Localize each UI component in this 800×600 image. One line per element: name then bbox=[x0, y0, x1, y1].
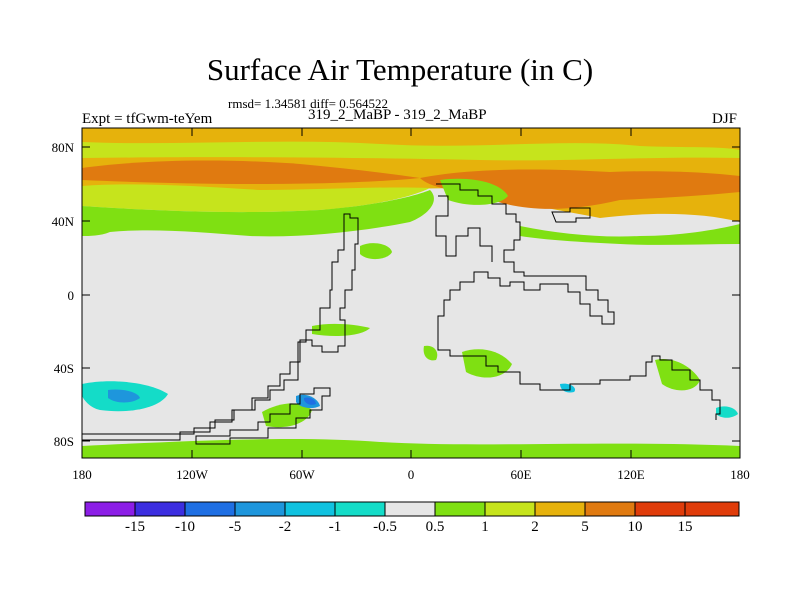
colorbar bbox=[84, 501, 740, 517]
stats-line: rmsd= 1.34581 diff= 0.564522 bbox=[228, 96, 388, 111]
outline-antarctic bbox=[195, 387, 331, 445]
colorbar-label: 10 bbox=[627, 519, 643, 535]
colorbar-swatch-10 bbox=[534, 501, 586, 517]
axis-ticks bbox=[82, 128, 740, 458]
lon-label-60w: 60W bbox=[289, 467, 315, 482]
lat-label-80s: 80S bbox=[53, 434, 74, 449]
mild-band-north-2 bbox=[82, 141, 740, 161]
colorbar-label: -2 bbox=[278, 519, 292, 535]
colorbar-swatch-7 bbox=[384, 501, 436, 517]
colorbar-swatch-1 bbox=[84, 501, 136, 517]
outline-asia-box bbox=[551, 207, 591, 223]
colorbar-swatch-2 bbox=[134, 501, 186, 517]
colorbar-label: 0.5 bbox=[425, 519, 445, 535]
map-title: Surface Air Temperature (in C) bbox=[206, 52, 594, 87]
colorbar-label: 5 bbox=[581, 519, 589, 535]
lon-label-60e: 60E bbox=[510, 467, 532, 482]
colorbar-label: -5 bbox=[228, 519, 242, 535]
lat-label-80n: 80N bbox=[51, 140, 74, 155]
green-patch-aus bbox=[655, 358, 700, 391]
colorbar-swatch-12 bbox=[634, 501, 686, 517]
season-label: DJF bbox=[712, 111, 738, 127]
lat-label-40s: 40S bbox=[53, 361, 74, 376]
colorbar-label: -10 bbox=[175, 519, 195, 535]
lon-label-120e: 120E bbox=[617, 467, 645, 482]
colorbar-swatch-11 bbox=[584, 501, 636, 517]
colorbar-swatch-5 bbox=[284, 501, 336, 517]
experiment-label: Expt = tfGwm-teYem bbox=[82, 111, 213, 127]
colorbar-label: 1 bbox=[481, 519, 489, 535]
colorbar-swatch-6 bbox=[334, 501, 386, 517]
map-panel bbox=[81, 127, 741, 459]
lon-label-180e: 180 bbox=[730, 467, 750, 482]
lon-label-120w: 120W bbox=[176, 467, 208, 482]
green-band-north bbox=[82, 190, 434, 237]
cool-patch-pacific-core bbox=[108, 389, 140, 403]
cool-patch-east bbox=[716, 406, 738, 418]
colorbar-label: 15 bbox=[677, 519, 693, 535]
outline-eurasia bbox=[436, 183, 721, 420]
colorbar-swatch-3 bbox=[184, 501, 236, 517]
green-band-asia bbox=[520, 224, 740, 245]
warm-band-stronger-2 bbox=[82, 160, 420, 184]
green-patch-sa bbox=[312, 323, 370, 336]
outline-inner bbox=[435, 195, 493, 262]
colorbar-label: -15 bbox=[125, 519, 145, 535]
colorbar-label: -1 bbox=[328, 519, 342, 535]
colorbar-swatch-13 bbox=[684, 501, 740, 517]
colorbar-label: -0.5 bbox=[373, 519, 397, 535]
colorbar-swatch-4 bbox=[234, 501, 286, 517]
lat-label-0: 0 bbox=[67, 288, 75, 303]
continent-outlines bbox=[82, 183, 721, 445]
case-label: 319_2_MaBP - 319_2_MaBP bbox=[308, 107, 487, 123]
colorbar-swatch-8 bbox=[434, 501, 486, 517]
green-band-south bbox=[82, 439, 740, 458]
lat-label-40n: 40N bbox=[51, 214, 74, 229]
lon-label-180w: 180 bbox=[72, 467, 92, 482]
green-patch-spa bbox=[262, 403, 312, 428]
mild-band-north bbox=[82, 184, 430, 213]
green-patch-africa-2 bbox=[423, 345, 438, 361]
green-patch-2 bbox=[440, 178, 508, 205]
outline-americas bbox=[82, 213, 359, 441]
lon-label-0: 0 bbox=[407, 467, 415, 482]
colorbar-swatch-9 bbox=[484, 501, 536, 517]
colorbar-label: 2 bbox=[531, 519, 539, 535]
cool-patch-spa-core bbox=[304, 397, 316, 405]
green-patch-1 bbox=[360, 243, 392, 260]
